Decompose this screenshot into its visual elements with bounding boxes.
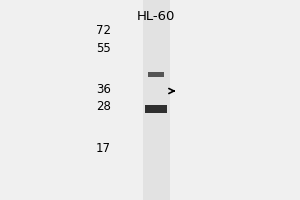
Text: HL-60: HL-60: [137, 10, 175, 23]
Text: 28: 28: [96, 100, 111, 114]
Text: 55: 55: [96, 43, 111, 55]
Text: 36: 36: [96, 83, 111, 96]
Bar: [148, 72, 164, 77]
Text: 17: 17: [96, 142, 111, 154]
Bar: [142, 0, 170, 200]
Bar: [145, 105, 167, 113]
Text: 72: 72: [96, 24, 111, 38]
